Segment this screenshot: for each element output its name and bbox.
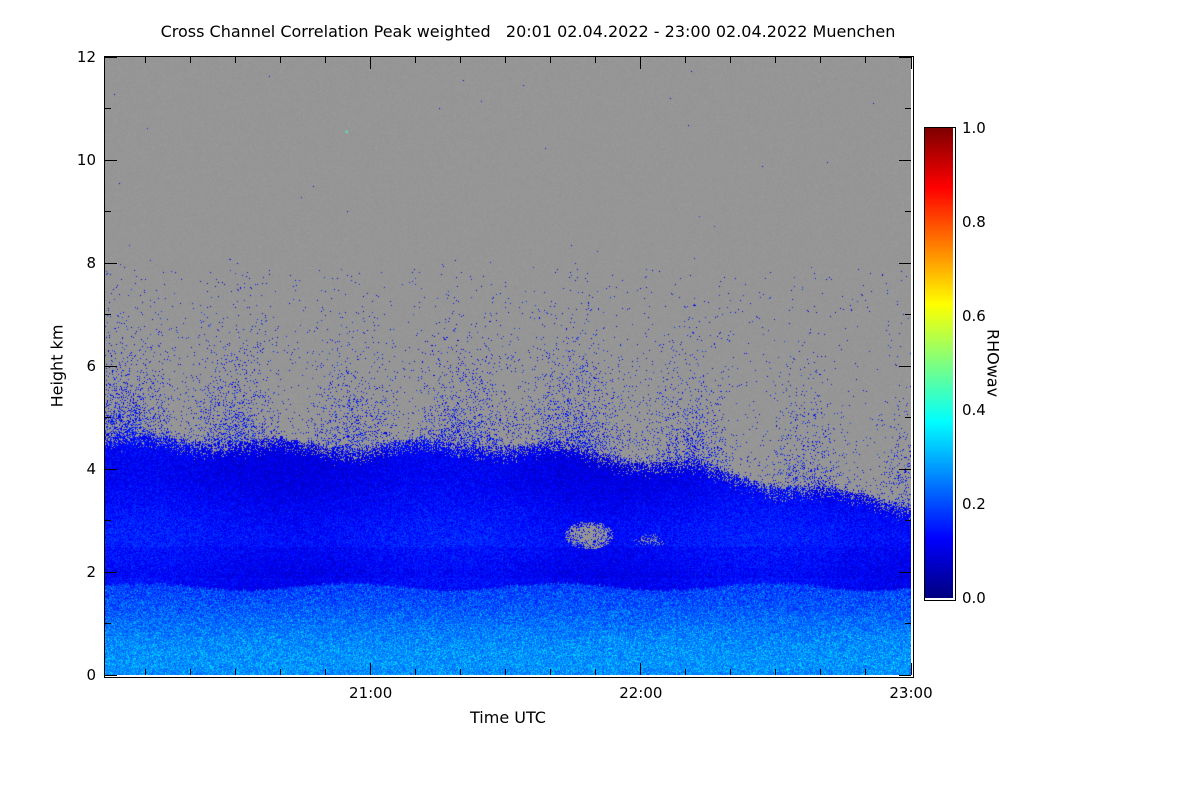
heatmap-canvas: [105, 57, 911, 675]
x-minor-tick: [145, 669, 147, 675]
chart-title: Cross Channel Correlation Peak weighted …: [160, 22, 896, 41]
y-major-tick-right: [899, 571, 911, 573]
x-major-tick-top: [910, 57, 912, 69]
y-major-tick-right: [899, 159, 911, 161]
y-tick-label: 0: [86, 666, 96, 684]
y-major-tick: [105, 56, 117, 58]
y-minor-tick: [105, 108, 111, 109]
x-minor-tick: [820, 669, 822, 675]
y-minor-tick: [105, 417, 111, 418]
x-minor-tick-top: [325, 57, 327, 63]
x-tick-label: 23:00: [889, 684, 933, 702]
x-minor-tick-top: [820, 57, 822, 63]
y-major-tick: [105, 365, 117, 367]
y-minor-tick-right: [905, 623, 911, 624]
y-major-tick-right: [899, 365, 911, 367]
y-major-tick-right: [899, 674, 911, 676]
y-minor-tick-right: [905, 314, 911, 315]
x-minor-tick-top: [550, 57, 552, 63]
x-minor-tick: [730, 669, 732, 675]
colorbar-tick-label: 0.2: [962, 495, 986, 513]
colorbar-label: RHOwav: [983, 328, 1003, 398]
x-minor-tick: [775, 669, 777, 675]
y-major-tick: [105, 262, 117, 264]
x-major-tick: [370, 663, 372, 675]
x-minor-tick: [595, 669, 597, 675]
x-major-tick-top: [640, 57, 642, 69]
colorbar-canvas: [925, 128, 953, 598]
y-major-tick: [105, 571, 117, 573]
y-major-tick-right: [899, 262, 911, 264]
x-minor-tick-top: [460, 57, 462, 63]
x-minor-tick: [190, 669, 192, 675]
colorbar-frame: [924, 127, 956, 601]
y-tick-label: 6: [86, 357, 96, 375]
x-minor-tick-top: [685, 57, 687, 63]
y-minor-tick: [105, 520, 111, 521]
x-minor-tick-top: [235, 57, 237, 63]
x-major-tick: [640, 663, 642, 675]
x-minor-tick: [235, 669, 237, 675]
y-major-tick: [105, 674, 117, 676]
y-minor-tick-right: [905, 108, 911, 109]
y-tick-label: 10: [76, 151, 96, 169]
x-minor-tick: [415, 669, 417, 675]
colorbar-tick-label: 0.0: [962, 589, 986, 607]
y-minor-tick-right: [905, 211, 911, 212]
x-minor-tick-top: [190, 57, 192, 63]
x-minor-tick: [505, 669, 507, 675]
x-axis-label: Time UTC: [470, 708, 546, 727]
y-major-tick-right: [899, 468, 911, 470]
x-minor-tick-top: [865, 57, 867, 63]
x-major-tick: [910, 663, 912, 675]
y-minor-tick: [105, 623, 111, 624]
y-major-tick: [105, 159, 117, 161]
x-minor-tick-top: [775, 57, 777, 63]
x-minor-tick-top: [505, 57, 507, 63]
x-minor-tick-top: [730, 57, 732, 63]
y-minor-tick: [105, 211, 111, 212]
y-minor-tick-right: [905, 520, 911, 521]
y-tick-label: 8: [86, 254, 96, 272]
x-minor-tick: [280, 669, 282, 675]
colorbar-tick-label: 0.4: [962, 401, 986, 419]
y-tick-label: 4: [86, 460, 96, 478]
y-major-tick: [105, 468, 117, 470]
x-tick-label: 21:00: [349, 684, 393, 702]
y-minor-tick-right: [905, 417, 911, 418]
y-tick-label: 12: [76, 48, 96, 66]
x-minor-tick: [865, 669, 867, 675]
colorbar-tick-label: 0.6: [962, 307, 986, 325]
colorbar-tick-label: 1.0: [962, 119, 986, 137]
x-minor-tick-top: [595, 57, 597, 63]
x-minor-tick-top: [145, 57, 147, 63]
x-tick-label: 22:00: [619, 684, 663, 702]
plot-frame: [104, 56, 914, 678]
y-tick-label: 2: [86, 563, 96, 581]
x-major-tick-top: [370, 57, 372, 69]
x-minor-tick: [325, 669, 327, 675]
x-minor-tick: [550, 669, 552, 675]
y-minor-tick: [105, 314, 111, 315]
colorbar-tick-label: 0.8: [962, 213, 986, 231]
x-minor-tick: [460, 669, 462, 675]
y-major-tick-right: [899, 56, 911, 58]
x-minor-tick: [685, 669, 687, 675]
x-minor-tick-top: [280, 57, 282, 63]
x-minor-tick-top: [415, 57, 417, 63]
